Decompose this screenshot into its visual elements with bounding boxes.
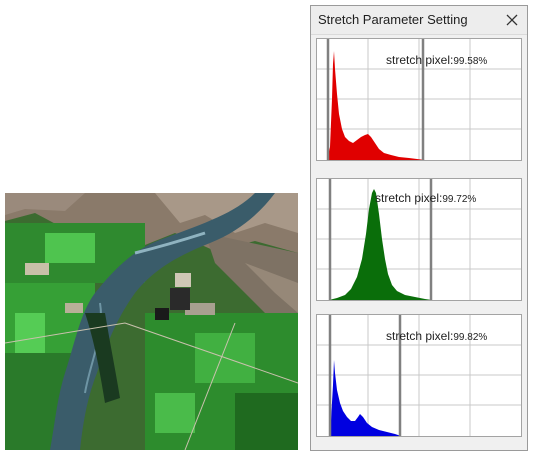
histogram-blue-area	[329, 360, 401, 436]
close-button[interactable]	[501, 9, 523, 31]
histogram-red-area	[327, 51, 425, 160]
stretch-pixel-label: stretch pixel:99.82%	[386, 329, 487, 343]
stretch-pixel-value: 99.72%	[442, 194, 477, 205]
stretch-pixel-text: stretch pixel:	[386, 53, 454, 67]
panel-title: Stretch Parameter Setting	[318, 12, 468, 27]
stretch-parameter-panel: Stretch Parameter Setting stretch pixe	[310, 5, 528, 451]
stretch-pixel-text: stretch pixel:	[375, 191, 443, 205]
stretch-pixel-label: stretch pixel:99.58%	[386, 53, 487, 67]
histogram-green-area	[329, 189, 432, 300]
histogram-green[interactable]: stretch pixel:99.72%	[316, 178, 522, 301]
stretch-pixel-text: stretch pixel:	[386, 329, 454, 343]
satellite-image	[5, 193, 298, 450]
panel-titlebar[interactable]: Stretch Parameter Setting	[311, 6, 527, 35]
close-icon	[506, 14, 518, 26]
stretch-pixel-label: stretch pixel:99.72%	[375, 191, 476, 205]
histogram-red[interactable]: stretch pixel:99.58%	[316, 38, 522, 161]
stretch-pixel-value: 99.58%	[453, 56, 488, 67]
stretch-pixel-value: 99.82%	[453, 332, 488, 343]
histogram-blue[interactable]: stretch pixel:99.82%	[316, 314, 522, 437]
